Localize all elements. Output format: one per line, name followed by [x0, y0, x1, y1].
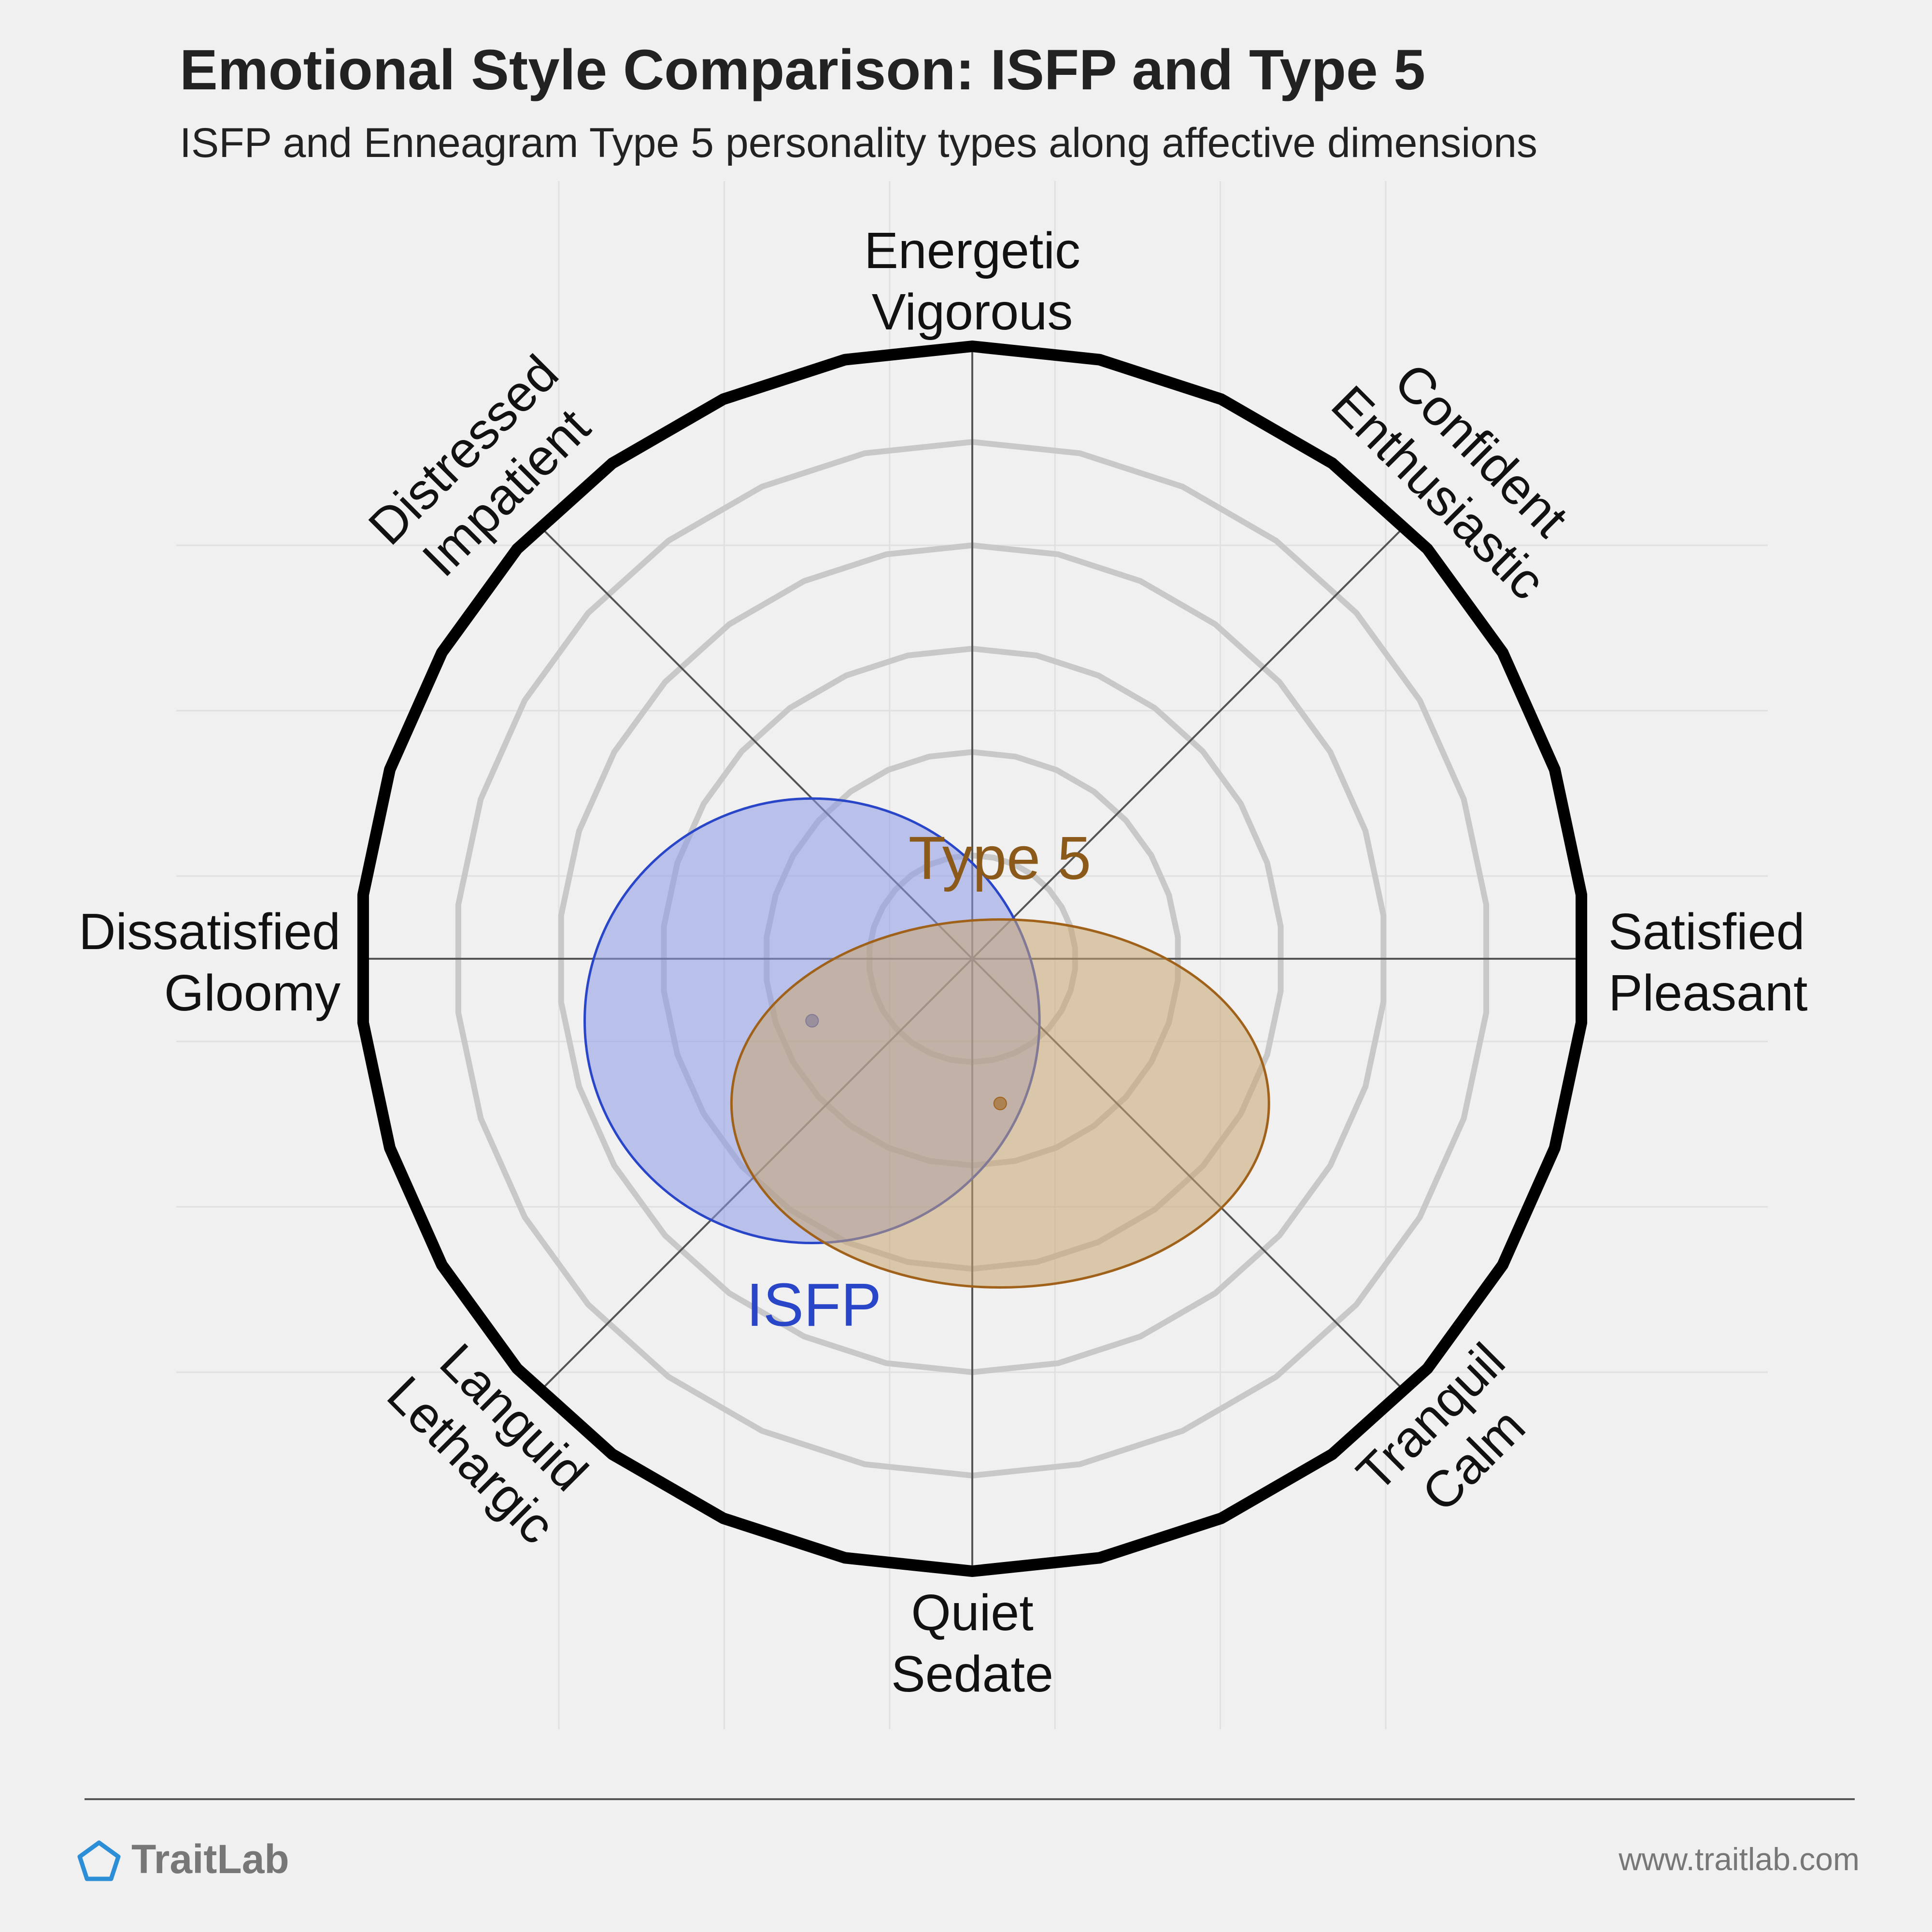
- axis-label-line: Quiet: [911, 1584, 1033, 1641]
- axis-label-line: Energetic: [864, 222, 1080, 279]
- axis-label-line: Dissatisfied: [79, 903, 341, 960]
- chart-subtitle: ISFP and Enneagram Type 5 personality ty…: [180, 120, 1537, 166]
- series-center-point: [993, 1096, 1007, 1110]
- brand-name: TraitLab: [131, 1836, 289, 1882]
- site-url[interactable]: www.traitlab.com: [1618, 1841, 1860, 1877]
- axis-label-line: Sedate: [891, 1646, 1053, 1703]
- series-layer: [583, 797, 1270, 1289]
- pentagon-icon: [77, 1840, 121, 1881]
- axis-label-line: Satisfied: [1608, 903, 1805, 960]
- axis-label-line: Gloomy: [164, 965, 341, 1022]
- axis-label-line: Vigorous: [872, 284, 1073, 341]
- series-label: ISFP: [746, 1271, 881, 1339]
- series-label: Type 5: [909, 824, 1091, 892]
- traitlab-logo[interactable]: TraitLab: [77, 1836, 289, 1882]
- outer-ring: [357, 341, 1588, 1577]
- axis-label-line: Pleasant: [1608, 965, 1808, 1022]
- chart-title: Emotional Style Comparison: ISFP and Typ…: [180, 38, 1425, 102]
- axis-spoke: [971, 525, 1406, 960]
- series-labels: ISFP Type 5: [746, 824, 1091, 1339]
- outer-ring-layer: [357, 341, 1588, 1577]
